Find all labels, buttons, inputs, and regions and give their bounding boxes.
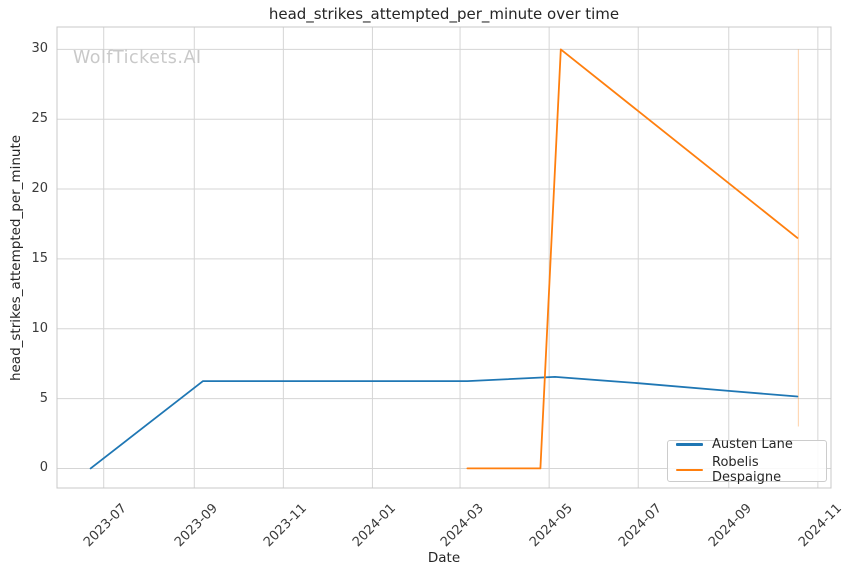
- legend: Austen Lane Robelis Despaigne: [667, 437, 827, 485]
- y-tick-label: 20: [31, 181, 48, 197]
- legend-line-swatch: [676, 468, 703, 472]
- plot-border: [56, 26, 832, 489]
- y-tick-label: 30: [31, 41, 48, 57]
- y-tick-label: 5: [39, 390, 48, 406]
- legend-label: Robelis Despaigne: [712, 455, 782, 485]
- x-axis-label: Date: [427, 550, 461, 566]
- y-tick-label: 25: [31, 111, 48, 127]
- chart-title: head_strikes_attempted_per_minute over t…: [268, 5, 620, 23]
- legend-item: Austen Lane: [676, 437, 818, 452]
- legend-line-swatch: [676, 443, 703, 446]
- y-tick-label: 10: [31, 320, 48, 336]
- y-tick-label: 15: [31, 250, 48, 266]
- series-line-robelis-despaigne: [466, 48, 799, 470]
- legend-item: Robelis Despaigne: [676, 455, 818, 485]
- watermark-text: WolfTickets.AI: [73, 48, 202, 68]
- y-tick-label: 0: [39, 460, 48, 476]
- legend-label: Austen Lane: [712, 437, 793, 452]
- series-line-austen-lane: [89, 375, 799, 470]
